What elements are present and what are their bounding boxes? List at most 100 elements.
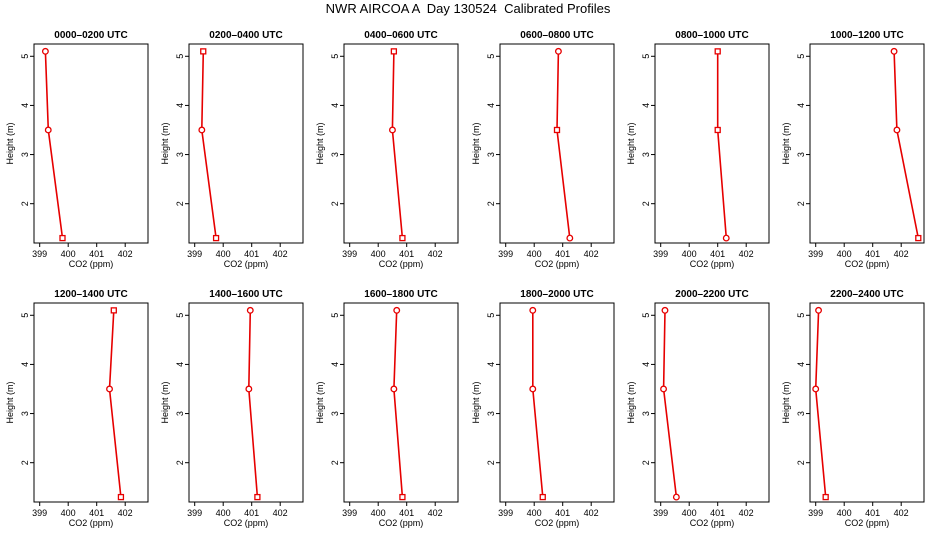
data-point [117,493,125,501]
profile-line [814,310,827,498]
plot-frame [654,43,770,244]
y-tick-label: 5 [486,313,496,318]
y-tick-label: 5 [20,313,30,318]
y-tick-label: 3 [175,411,185,416]
y-tick-label: 3 [641,152,651,157]
panel-title: 2200–2400 UTC [830,289,903,300]
y-tick-label: 4 [175,362,185,367]
x-tick-label: 401 [710,508,725,518]
data-point [246,306,254,314]
y-axis-label: Height (m) [471,122,481,164]
panel-7: 1200–1400 UTC 399 400 401 402 CO2 (ppm) 2 3 4 5 He… [5,289,149,528]
y-tick-label: 5 [796,313,806,318]
y-tick-label: 2 [330,201,340,206]
data-point [393,306,401,314]
plot-frame [499,302,615,503]
x-axis-label: CO2 (ppm) [224,259,269,269]
plot-frame [499,43,615,244]
y-tick-label: 2 [20,201,30,206]
y-tick-label: 3 [20,152,30,157]
profile-line [44,51,64,239]
y-axis-label: Height (m) [626,381,636,423]
data-point [200,48,207,55]
y-tick-label: 5 [330,313,340,318]
x-tick-label: 401 [89,508,104,518]
data-point [245,385,253,393]
profile-line [556,51,571,239]
y-axis-label: Height (m) [315,381,325,423]
profile-line [893,51,920,239]
x-axis-label: CO2 (ppm) [690,259,735,269]
y-tick-label: 4 [20,103,30,108]
y-tick-label: 3 [330,152,340,157]
data-point [106,385,113,393]
x-tick-label: 402 [584,249,599,259]
x-tick-label: 402 [273,508,288,518]
y-tick-label: 4 [486,103,496,108]
x-axis-label: CO2 (ppm) [379,518,424,528]
x-tick-label: 399 [187,249,202,259]
y-tick-label: 2 [796,460,806,465]
y-tick-label: 5 [20,54,30,59]
y-tick-label: 4 [20,362,30,367]
panel-title: 0800–1000 UTC [675,30,748,41]
y-tick-label: 3 [641,411,651,416]
y-tick-label: 2 [641,201,651,206]
x-tick-label: 402 [739,249,754,259]
x-tick-label: 402 [894,508,909,518]
y-tick-label: 2 [796,201,806,206]
panel-title: 1200–1400 UTC [54,289,127,300]
panel-title: 1800–2000 UTC [520,289,593,300]
panel-11: 2000–2200 UTC 399 400 401 402 CO2 (ppm) 2 3 4 5 He… [626,289,770,528]
x-tick-label: 399 [808,249,823,259]
x-tick-label: 399 [32,249,47,259]
x-tick-label: 401 [399,508,414,518]
plot-frame [33,43,149,244]
y-tick-label: 2 [330,460,340,465]
x-tick-label: 399 [653,508,668,518]
x-axis-label: CO2 (ppm) [535,259,580,269]
data-point [661,306,669,314]
y-tick-label: 4 [641,103,651,108]
y-axis-label: Height (m) [5,381,15,423]
x-tick-label: 400 [682,508,697,518]
y-tick-label: 2 [486,460,496,465]
x-axis-label: CO2 (ppm) [845,259,890,269]
panel-10: 1800–2000 UTC 399 400 401 402 CO2 (ppm) 2 3 4 5 He… [471,289,615,528]
y-tick-label: 2 [175,460,185,465]
data-point [390,385,398,393]
data-point [212,234,220,242]
data-point [660,385,667,393]
y-tick-label: 4 [330,362,340,367]
y-axis-label: Height (m) [315,122,325,164]
y-tick-label: 4 [175,103,185,108]
data-point [110,307,117,314]
plot-frame [343,302,459,503]
x-tick-label: 399 [498,508,513,518]
x-tick-label: 399 [498,249,513,259]
panel-title: 2000–2200 UTC [675,289,748,300]
x-tick-label: 401 [710,249,725,259]
y-tick-label: 2 [486,201,496,206]
x-tick-label: 400 [527,508,542,518]
data-point [539,493,546,501]
x-axis-label: CO2 (ppm) [845,518,890,528]
plot-frame [188,302,304,503]
y-tick-label: 5 [486,54,496,59]
y-tick-label: 3 [796,411,806,416]
profile-line [531,310,544,498]
y-axis-label: Height (m) [160,381,170,423]
panel-title: 0000–0200 UTC [54,30,127,41]
x-tick-label: 402 [118,249,133,259]
data-point [714,126,721,134]
plot-frame [188,43,304,244]
panel-8: 1400–1600 UTC 399 400 401 402 CO2 (ppm) 2 3 4 5 He… [160,289,304,528]
panel-2: 0200–0400 UTC 399 400 401 402 CO2 (ppm) 2 3 4 5 He… [160,30,304,269]
data-point [59,234,66,242]
y-tick-label: 5 [641,313,651,318]
x-tick-label: 402 [428,508,443,518]
x-tick-label: 399 [32,508,47,518]
y-axis-label: Height (m) [160,122,170,164]
data-point [714,48,721,55]
